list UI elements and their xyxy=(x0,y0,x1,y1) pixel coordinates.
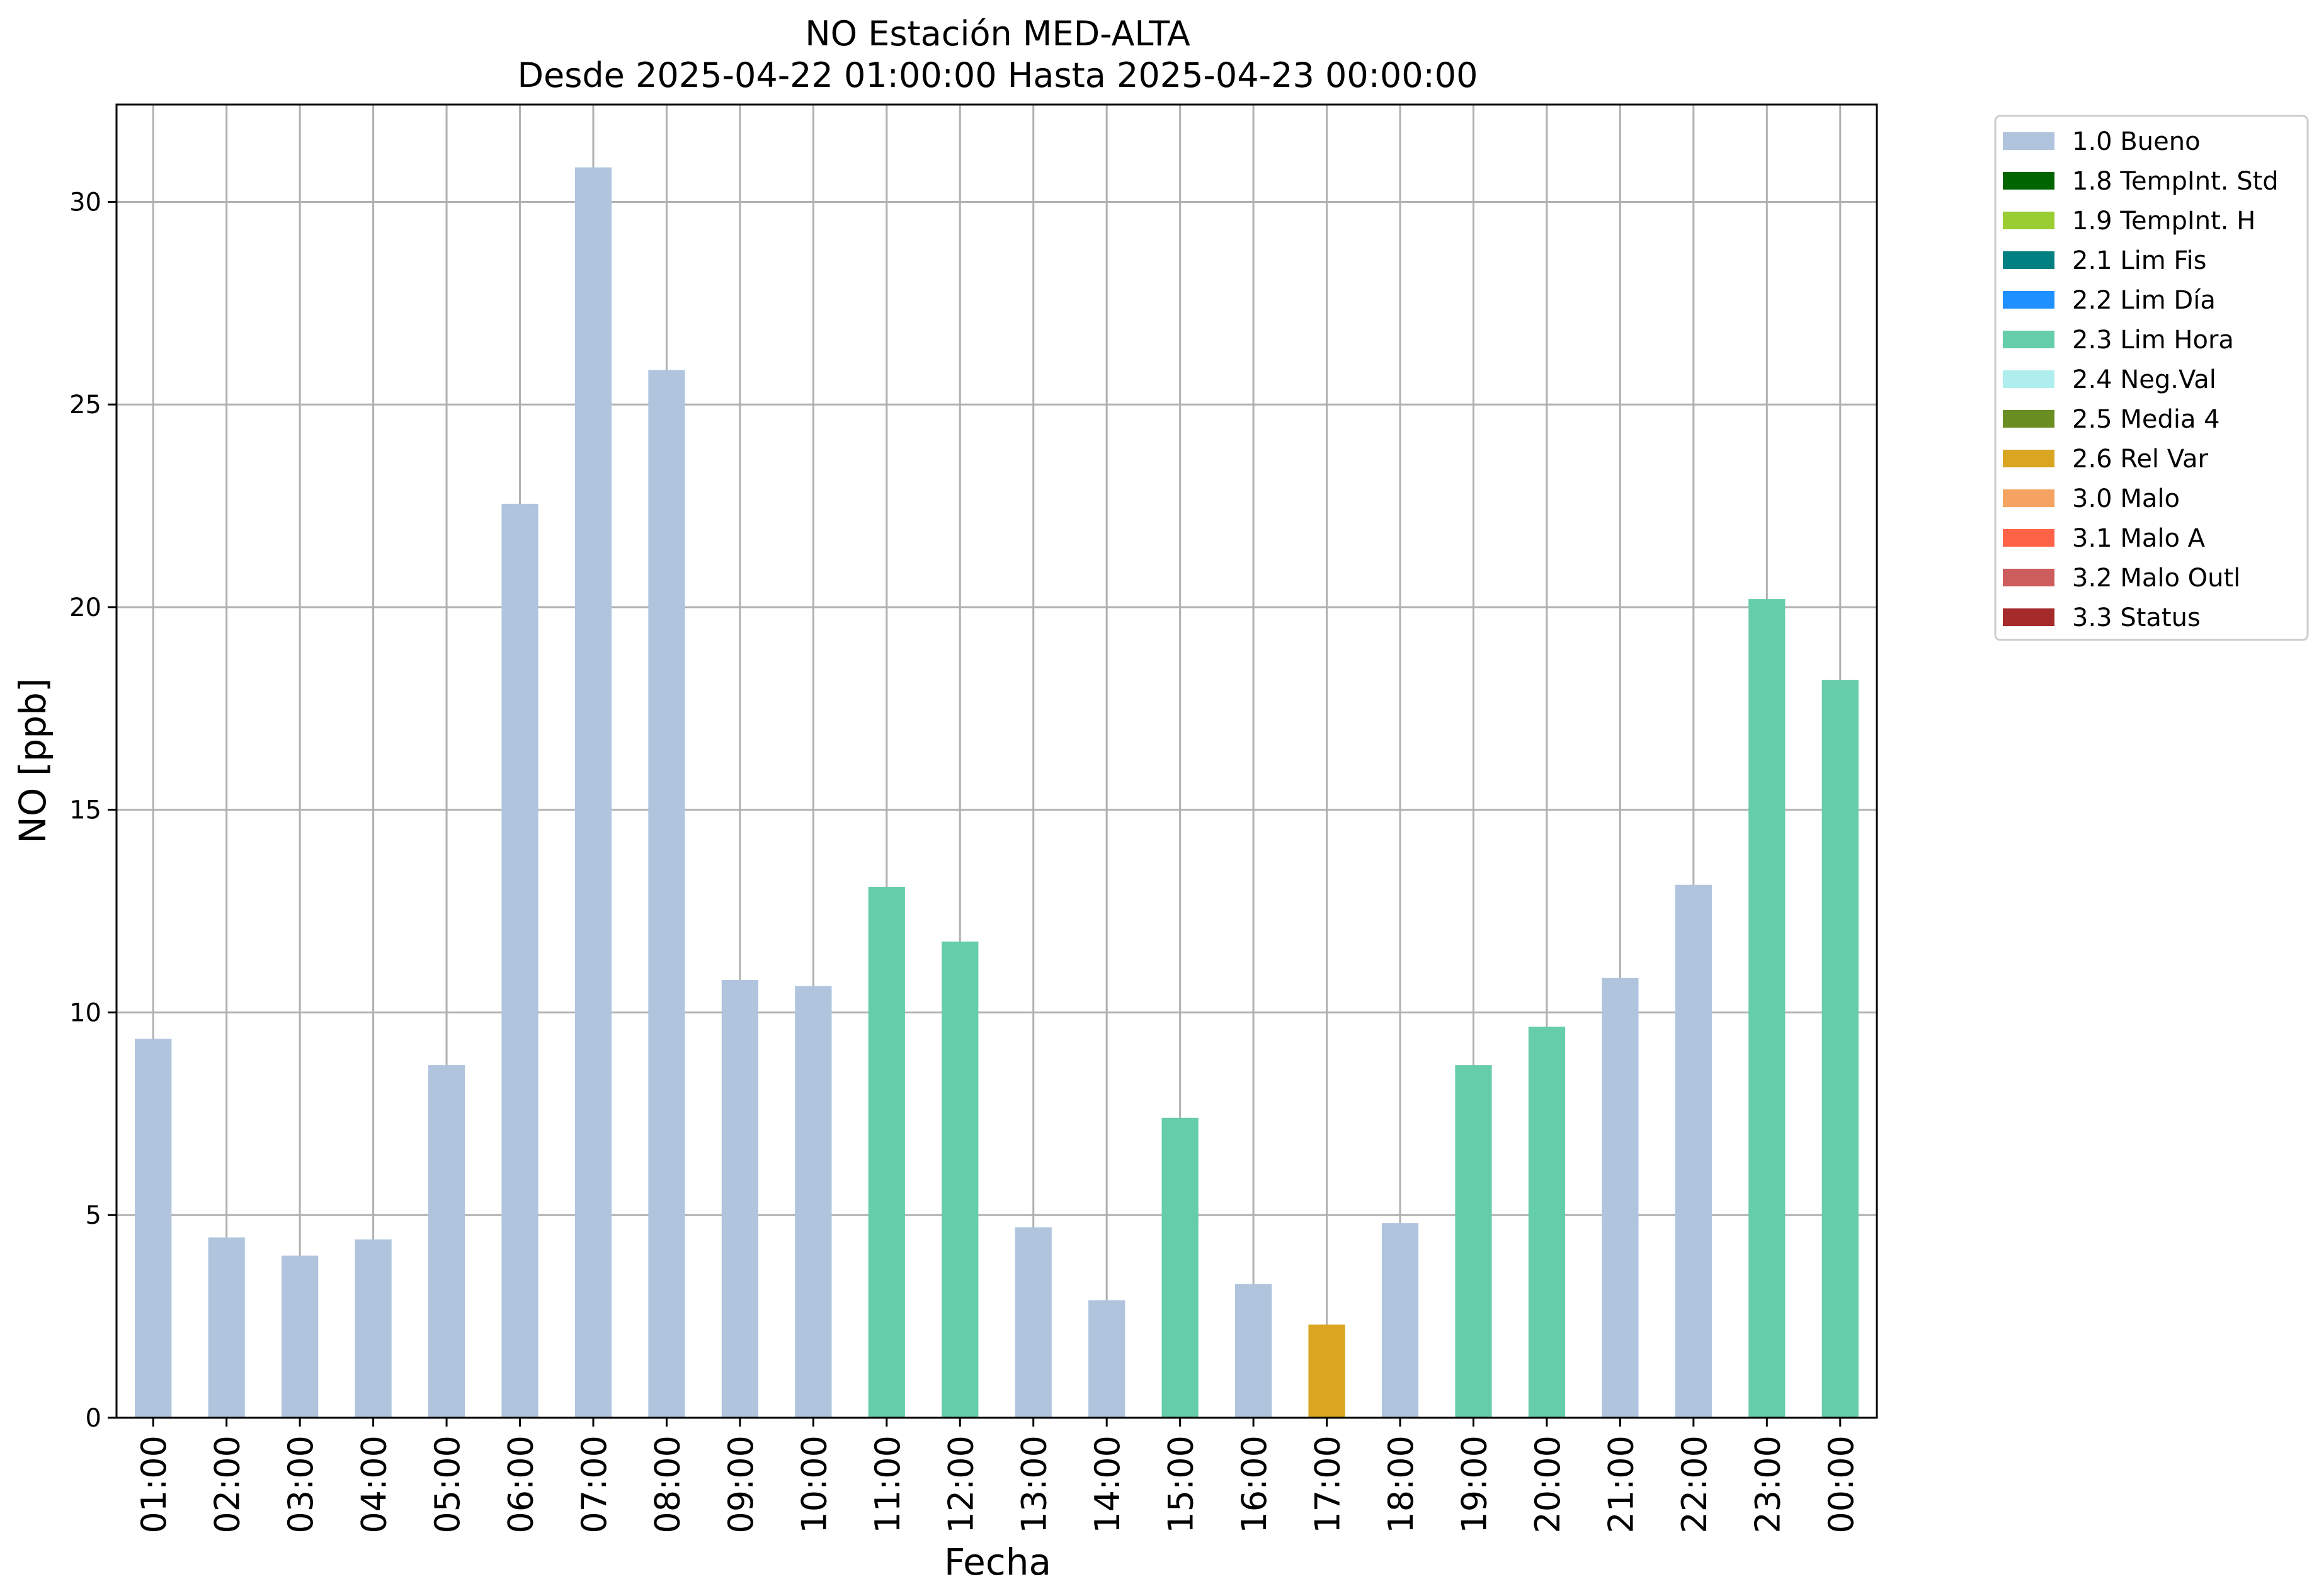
x-tick-label: 22:00 xyxy=(1675,1435,1714,1534)
legend-swatch xyxy=(2003,212,2054,229)
bar-08:00 xyxy=(648,370,685,1418)
bars-group xyxy=(135,167,1859,1418)
bar-22:00 xyxy=(1675,884,1712,1418)
legend: 1.0 Bueno 1.8 TempInt. Std 1.9 TempInt. H 2… xyxy=(1994,115,2309,641)
x-tick-label: 08:00 xyxy=(647,1435,687,1534)
legend-swatch xyxy=(2003,529,2054,547)
y-tick-label: 20 xyxy=(69,593,101,622)
x-tick-label: 13:00 xyxy=(1015,1435,1054,1534)
bar-19:00 xyxy=(1455,1065,1492,1418)
bar-04:00 xyxy=(355,1239,392,1418)
legend-label: 3.3 Status xyxy=(2072,603,2201,632)
legend-label: 3.0 Malo xyxy=(2072,484,2180,513)
legend-label: 2.1 Lim Fis xyxy=(2072,246,2206,275)
y-tick-label: 30 xyxy=(69,188,101,217)
bar-00:00 xyxy=(1821,680,1859,1418)
legend-frame xyxy=(1994,115,2309,641)
legend-label: 1.0 Bueno xyxy=(2072,127,2201,156)
legend-swatch xyxy=(2003,370,2054,388)
x-tick-label: 19:00 xyxy=(1454,1435,1494,1534)
x-tick-label: 09:00 xyxy=(721,1435,761,1534)
legend-label: 2.4 Neg.Val xyxy=(2072,365,2216,394)
bar-13:00 xyxy=(1015,1227,1052,1418)
x-tick-label: 20:00 xyxy=(1528,1435,1568,1534)
legend-swatch xyxy=(2003,251,2054,269)
bar-10:00 xyxy=(795,986,832,1418)
y-tick-label: 15 xyxy=(69,796,101,825)
bar-16:00 xyxy=(1234,1284,1272,1418)
bar-06:00 xyxy=(501,503,538,1418)
bar-23:00 xyxy=(1748,599,1786,1418)
legend-swatch xyxy=(2003,608,2054,626)
legend-swatch xyxy=(2003,132,2054,150)
x-tick-label: 14:00 xyxy=(1088,1435,1127,1534)
chart-title: NO Estación MED-ALTA xyxy=(805,14,1190,54)
bar-05:00 xyxy=(428,1065,465,1418)
legend-label: 1.9 TempInt. H xyxy=(2072,207,2255,236)
y-tick-label: 5 xyxy=(86,1201,101,1230)
y-tick-label: 10 xyxy=(69,998,101,1027)
x-tick-label: 03:00 xyxy=(281,1435,321,1534)
legend-swatch xyxy=(2003,489,2054,507)
bar-01:00 xyxy=(135,1039,172,1418)
bar-20:00 xyxy=(1528,1027,1566,1418)
bar-12:00 xyxy=(942,941,979,1418)
x-tick-label: 10:00 xyxy=(794,1435,834,1534)
legend-label: 2.5 Media 4 xyxy=(2072,405,2220,434)
bar-02:00 xyxy=(208,1237,245,1418)
bar-03:00 xyxy=(282,1255,319,1418)
bar-15:00 xyxy=(1161,1117,1199,1418)
x-tick-label: 11:00 xyxy=(868,1435,908,1534)
legend-swatch xyxy=(2003,410,2054,428)
legend-label: 2.3 Lim Hora xyxy=(2072,326,2234,355)
x-tick-label: 21:00 xyxy=(1601,1435,1641,1534)
legend-swatch xyxy=(2003,291,2054,309)
x-tick-label: 00:00 xyxy=(1821,1435,1861,1534)
x-tick-label: 16:00 xyxy=(1234,1435,1274,1534)
x-tick-label: 01:00 xyxy=(134,1435,174,1534)
x-tick-label: 04:00 xyxy=(355,1435,394,1534)
legend-label: 2.2 Lim Día xyxy=(2072,286,2216,315)
legend-label: 2.6 Rel Var xyxy=(2072,445,2209,474)
chart-subtitle: Desde 2025-04-22 01:00:00 Hasta 2025-04-… xyxy=(517,55,1478,95)
x-tick-label: 12:00 xyxy=(941,1435,981,1534)
x-tick-label: 15:00 xyxy=(1161,1435,1201,1534)
plot-area-frame xyxy=(115,103,1878,1419)
legend-swatch xyxy=(2003,450,2054,467)
legend-label: 3.2 Malo Outl xyxy=(2072,564,2240,593)
x-axis-ticks: 01:00 02:00 03:00 04:00 05:00 06:00 07:00 08:00… xyxy=(134,1418,1861,1534)
bar-18:00 xyxy=(1381,1223,1419,1418)
x-tick-label: 02:00 xyxy=(208,1435,248,1534)
bar-14:00 xyxy=(1088,1300,1125,1418)
legend-label: 3.1 Malo A xyxy=(2072,524,2206,553)
legend-swatch xyxy=(2003,569,2054,586)
x-tick-label: 05:00 xyxy=(428,1435,467,1534)
bar-21:00 xyxy=(1602,978,1639,1418)
y-tick-label: 0 xyxy=(86,1404,101,1433)
legend-label: 1.8 TempInt. Std xyxy=(2072,167,2279,196)
x-tick-label: 17:00 xyxy=(1308,1435,1348,1534)
y-axis-ticks: 0 5 10 15 20 25 30 xyxy=(69,188,117,1433)
x-axis-label: Fecha xyxy=(944,1541,1051,1583)
y-tick-label: 25 xyxy=(69,390,101,419)
x-tick-label: 23:00 xyxy=(1748,1435,1787,1534)
bar-17:00 xyxy=(1308,1324,1345,1418)
y-axis-label: NO [ppb] xyxy=(11,678,54,843)
bar-09:00 xyxy=(721,980,759,1418)
x-tick-label: 06:00 xyxy=(501,1435,541,1534)
x-tick-label: 07:00 xyxy=(574,1435,614,1534)
bar-11:00 xyxy=(868,886,905,1418)
legend-swatch xyxy=(2003,172,2054,190)
x-tick-label: 18:00 xyxy=(1381,1435,1421,1534)
legend-swatch xyxy=(2003,331,2054,348)
bar-07:00 xyxy=(574,167,612,1418)
